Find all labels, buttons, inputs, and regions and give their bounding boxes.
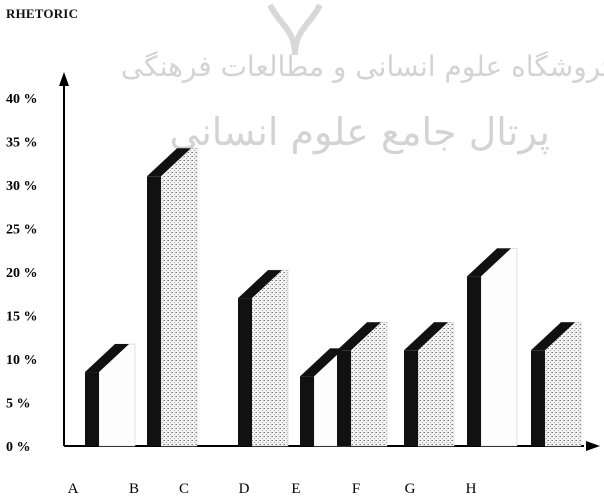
watermark: ثروشگاه علوم انسانی و مطالعات فرهنگی پرت… [121, 3, 604, 200]
y-tick-label: 0 % [6, 440, 31, 455]
bar-side-panel [480, 248, 518, 447]
bar-front [467, 276, 481, 446]
bar [85, 343, 136, 447]
y-tick-label: 30 % [6, 179, 38, 194]
bar-front [531, 350, 545, 446]
bar-side-panel [160, 148, 198, 447]
bar-top [404, 322, 448, 351]
x-tick-label: G [405, 481, 416, 497]
x-tick-label: A [68, 481, 79, 497]
bar-front [238, 298, 252, 446]
y-tick-label: 20 % [6, 266, 38, 281]
y-tick-label: 25 % [6, 223, 38, 238]
bar [467, 248, 518, 447]
y-tick-label: 15 % [6, 310, 38, 325]
chart-title: RHETORIC [6, 6, 79, 21]
bar-top [300, 348, 344, 377]
x-tick-label: E [291, 481, 300, 497]
x-tick-label: H [466, 481, 477, 497]
x-tick-label: B [129, 481, 139, 497]
bar-top [147, 148, 191, 177]
bar-side-panel [251, 269, 289, 447]
bar-top [337, 322, 381, 351]
bar-top [467, 248, 511, 277]
emblem-icon [267, 3, 323, 56]
bar-front [300, 376, 314, 446]
y-tick-label: 10 % [6, 353, 38, 368]
bar [404, 321, 455, 447]
bar [238, 269, 289, 447]
watermark-line-1: ثروشگاه علوم انسانی و مطالعات فرهنگی [120, 50, 604, 83]
bar-front [337, 350, 351, 446]
y-tick-label: 5 % [6, 397, 31, 412]
x-axis-arrow-icon [586, 441, 600, 451]
y-tick-label: 35 % [6, 136, 38, 151]
bar [337, 321, 388, 447]
bar [531, 321, 582, 447]
bar-top [238, 270, 282, 299]
bar-front [147, 176, 161, 447]
x-tick-label: F [352, 481, 360, 497]
bar-front [404, 350, 418, 446]
watermark-line-2: پرتال جامع علوم انسانی [169, 110, 550, 154]
bar-top [531, 322, 575, 351]
bar-front [85, 372, 99, 446]
x-tick-label: D [239, 481, 250, 497]
y-axis-arrow-icon [59, 72, 69, 86]
bar [147, 148, 198, 447]
y-tick-label: 40 % [6, 92, 38, 107]
bar-top [85, 344, 129, 373]
x-tick-label: C [179, 481, 189, 497]
